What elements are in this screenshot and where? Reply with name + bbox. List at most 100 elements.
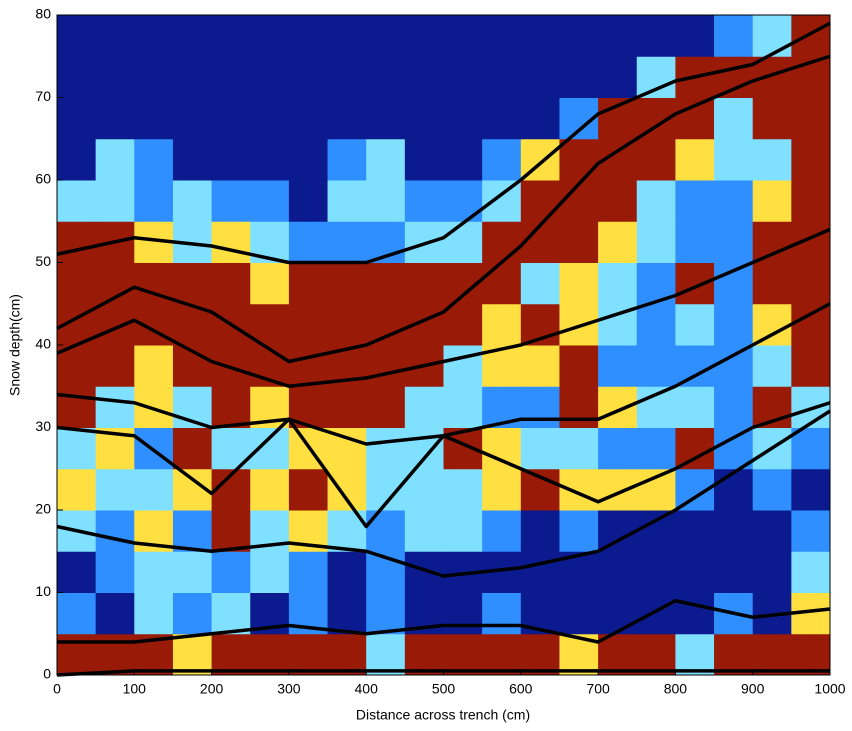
heat-cell [327,56,367,98]
heat-cell [752,303,792,346]
heat-cell [791,468,831,511]
heat-cell [482,180,522,222]
heat-cell [559,15,599,57]
heat-cell [559,345,599,387]
heat-cell [714,551,754,593]
heat-cell [172,15,213,57]
heat-cell [57,97,97,140]
heat-cell [172,592,213,635]
heat-cell [211,510,251,552]
heat-cell [520,221,560,263]
heat-cell [366,15,406,57]
heat-cell [675,510,715,552]
heat-cell [95,303,135,346]
heat-cell [791,97,831,140]
heat-cell [598,15,638,57]
heat-cell [95,592,135,635]
heat-cell [250,262,290,305]
heat-cell [598,592,638,635]
heat-cell [714,345,754,387]
layer-line [57,599,831,644]
heat-cell [327,386,367,428]
heat-cell [57,468,97,511]
heat-cell [714,180,754,222]
heat-cell [752,633,792,676]
heat-cell [57,15,97,57]
layer-line [56,227,831,388]
heat-cell [443,97,483,140]
layer-line [56,401,831,529]
heat-cell [752,551,792,593]
heat-cell [559,386,599,428]
heat-cell [443,592,483,635]
heat-cell [172,551,213,593]
heat-cell [752,221,792,263]
heat-cell [559,180,599,222]
heat-cell [636,56,676,98]
heat-cell [482,468,522,511]
heat-cell [250,97,290,140]
y-tick-label: 50 [35,253,51,269]
heat-cell [327,138,367,181]
x-tick-label: 100 [123,681,147,697]
heat-cell [404,510,444,552]
heat-cell [714,386,754,428]
heat-cell [404,15,444,57]
heat-cell [404,633,444,676]
heat-cell [443,138,483,181]
heat-cell [482,97,522,140]
x-tick-label: 600 [509,681,533,697]
heat-cell [366,138,406,181]
heat-cell [752,262,792,305]
heat-cell [520,56,560,98]
heat-cell [559,221,599,263]
heat-cell [57,138,97,181]
heat-cell [250,15,290,57]
heat-cell [172,97,213,140]
heat-cell [791,180,831,222]
heat-cell [714,221,754,263]
heat-cell [714,56,754,98]
heat-cell [57,180,97,222]
heat-cell [636,15,676,57]
y-tick-label: 40 [35,336,51,352]
heat-cell [559,427,599,470]
heat-cell [211,97,251,140]
heat-cell [520,551,560,593]
heat-cell [288,138,329,181]
heat-cell [598,551,638,593]
heat-cell [791,138,831,181]
heat-cell [288,56,329,98]
heat-cell [57,633,97,676]
heat-cell [752,15,792,57]
heat-cell [675,427,715,470]
x-tick-label: 300 [277,681,301,697]
heat-cell [95,345,135,387]
heat-cell [404,56,444,98]
heat-cell [327,592,367,635]
y-tick-label: 60 [35,171,51,187]
heat-cell [675,592,715,635]
heat-cell [327,97,367,140]
heat-cell [752,345,792,387]
y-tick-label: 80 [35,6,51,22]
heat-cell [327,633,367,676]
heat-cell [752,180,792,222]
heat-cell [327,303,367,346]
x-tick-label: 400 [355,681,379,697]
heat-cell [95,180,135,222]
heat-cell [95,386,135,428]
heat-cell [598,510,638,552]
heat-cell [211,180,251,222]
heat-cell [675,221,715,263]
heat-cell [598,221,638,263]
heat-cell [520,386,560,428]
heat-cell [636,138,676,181]
heat-cell [482,592,522,635]
heat-cell [636,427,676,470]
heat-cell [520,510,560,552]
heat-cell [327,15,367,57]
heat-cell [366,633,406,676]
heat-cell [172,56,213,98]
